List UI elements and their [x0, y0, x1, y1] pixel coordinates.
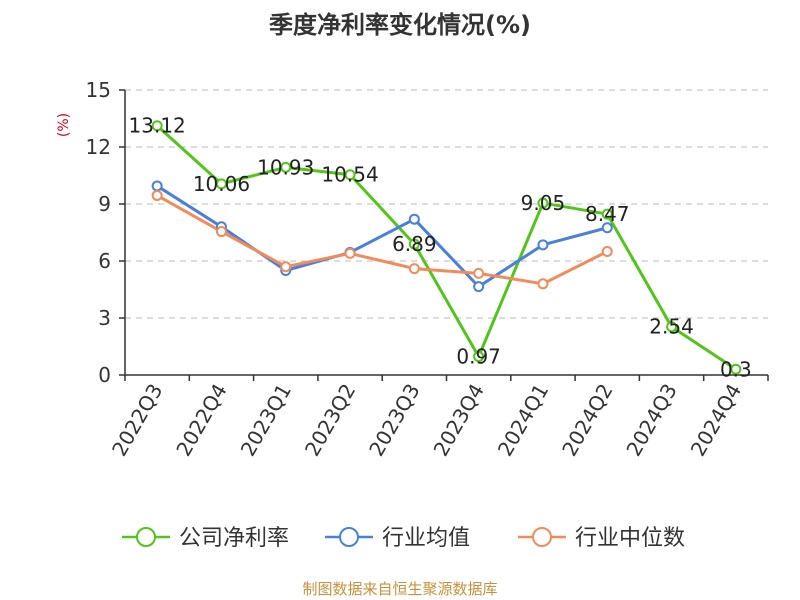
grid-lines — [119, 89, 768, 376]
data-point — [537, 197, 549, 209]
data-point — [344, 169, 356, 181]
data-point — [666, 321, 678, 333]
y-axis-label: (%) — [56, 113, 72, 137]
data-point — [215, 226, 227, 238]
data-point — [151, 180, 163, 192]
data-point — [601, 208, 613, 220]
y-tick-label: 0 — [98, 363, 111, 387]
legend: 公司净利率 行业均值 行业中位数 — [122, 526, 685, 551]
data-label: 13.12 — [129, 114, 186, 138]
data-point — [473, 351, 485, 363]
series-line — [156, 124, 737, 371]
y-tick-label: 3 — [98, 306, 111, 330]
data-point — [408, 213, 420, 225]
x-tick-label: 2024Q2 — [557, 380, 617, 461]
source-note: 制图数据来自恒生聚源数据库 — [302, 580, 497, 598]
series-lines — [156, 124, 737, 371]
y-tick-labels: 0 3 6 9 12 15 — [86, 78, 111, 387]
chart-title: 季度净利率变化情况(%) — [269, 11, 531, 39]
x-tick-label: 2024Q1 — [493, 380, 553, 461]
data-point — [408, 263, 420, 275]
x-tick-label: 2024Q4 — [686, 380, 746, 461]
data-point — [601, 246, 613, 257]
data-label: 10.54 — [321, 163, 378, 187]
legend-label: 行业中位数 — [575, 526, 685, 551]
x-tick-label: 2024Q3 — [621, 380, 681, 461]
data-point — [473, 281, 485, 293]
series-line — [156, 194, 608, 286]
data-label: 6.89 — [392, 232, 437, 256]
y-tick-label: 9 — [98, 192, 111, 216]
data-point — [151, 189, 163, 201]
x-tick-label: 2022Q3 — [107, 380, 167, 461]
data-point — [537, 278, 549, 290]
legend-label: 公司净利率 — [179, 526, 289, 551]
legend-label: 行业均值 — [382, 526, 470, 551]
data-point — [280, 161, 292, 173]
legend-marker — [339, 527, 359, 547]
data-label: 9.05 — [521, 191, 566, 215]
data-point — [537, 239, 549, 251]
data-point — [601, 222, 613, 234]
data-label: 10.93 — [257, 155, 314, 179]
data-point — [215, 178, 227, 190]
data-point — [408, 238, 420, 250]
data-label: 10.06 — [193, 172, 250, 196]
x-tick-label: 2023Q1 — [236, 380, 296, 461]
data-labels: 13.12 10.06 10.93 10.54 6.89 0.97 9.05 8.47 2.54… — [129, 114, 752, 382]
data-label: 8.47 — [585, 202, 630, 226]
x-tick-labels: 2022Q3 2022Q4 2023Q1 2023Q2 2023Q3 2023Q4 2024… — [107, 380, 746, 461]
data-point — [344, 247, 356, 259]
legend-marker — [136, 527, 156, 547]
series-points — [151, 120, 742, 375]
x-tick-label: 2023Q2 — [300, 380, 360, 461]
data-point — [280, 261, 292, 273]
data-label: 0.97 — [456, 345, 501, 369]
data-point — [473, 267, 485, 279]
x-tick-label: 2022Q4 — [171, 380, 231, 461]
series-line — [156, 184, 608, 289]
y-tick-label: 6 — [98, 249, 111, 273]
legend-marker — [532, 527, 552, 547]
x-tick-label: 2023Q4 — [429, 380, 489, 461]
axes — [124, 90, 769, 381]
data-point — [730, 363, 742, 375]
data-label: 2.54 — [649, 315, 694, 339]
y-tick-label: 12 — [86, 135, 111, 159]
data-point — [151, 120, 163, 132]
y-tick-label: 15 — [86, 78, 111, 102]
data-label: 0.3 — [720, 357, 752, 381]
x-tick-label: 2023Q3 — [364, 380, 424, 461]
